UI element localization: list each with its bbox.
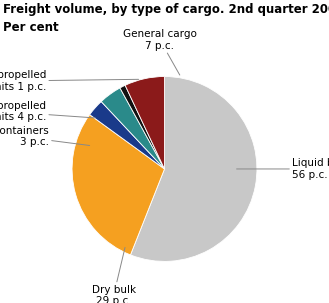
- Text: Self-propelled
roro units 4 p.c.: Self-propelled roro units 4 p.c.: [0, 101, 95, 122]
- Wedge shape: [101, 88, 164, 169]
- Text: Containers
3 p.c.: Containers 3 p.c.: [0, 126, 89, 147]
- Text: Non-self-propelled
roro units 1 p.c.: Non-self-propelled roro units 1 p.c.: [0, 70, 139, 92]
- Text: General cargo
7 p.c.: General cargo 7 p.c.: [123, 29, 197, 75]
- Text: Liquid bulk
56 p.c.: Liquid bulk 56 p.c.: [237, 158, 329, 180]
- Wedge shape: [120, 85, 164, 169]
- Text: Freight volume, by type of cargo. 2nd quarter 2009.: Freight volume, by type of cargo. 2nd qu…: [3, 3, 329, 16]
- Wedge shape: [125, 77, 164, 169]
- Text: Dry bulk
29 p.c.: Dry bulk 29 p.c.: [91, 248, 136, 303]
- Wedge shape: [90, 102, 164, 169]
- Text: Per cent: Per cent: [3, 21, 59, 34]
- Wedge shape: [72, 115, 164, 255]
- Wedge shape: [131, 77, 257, 261]
